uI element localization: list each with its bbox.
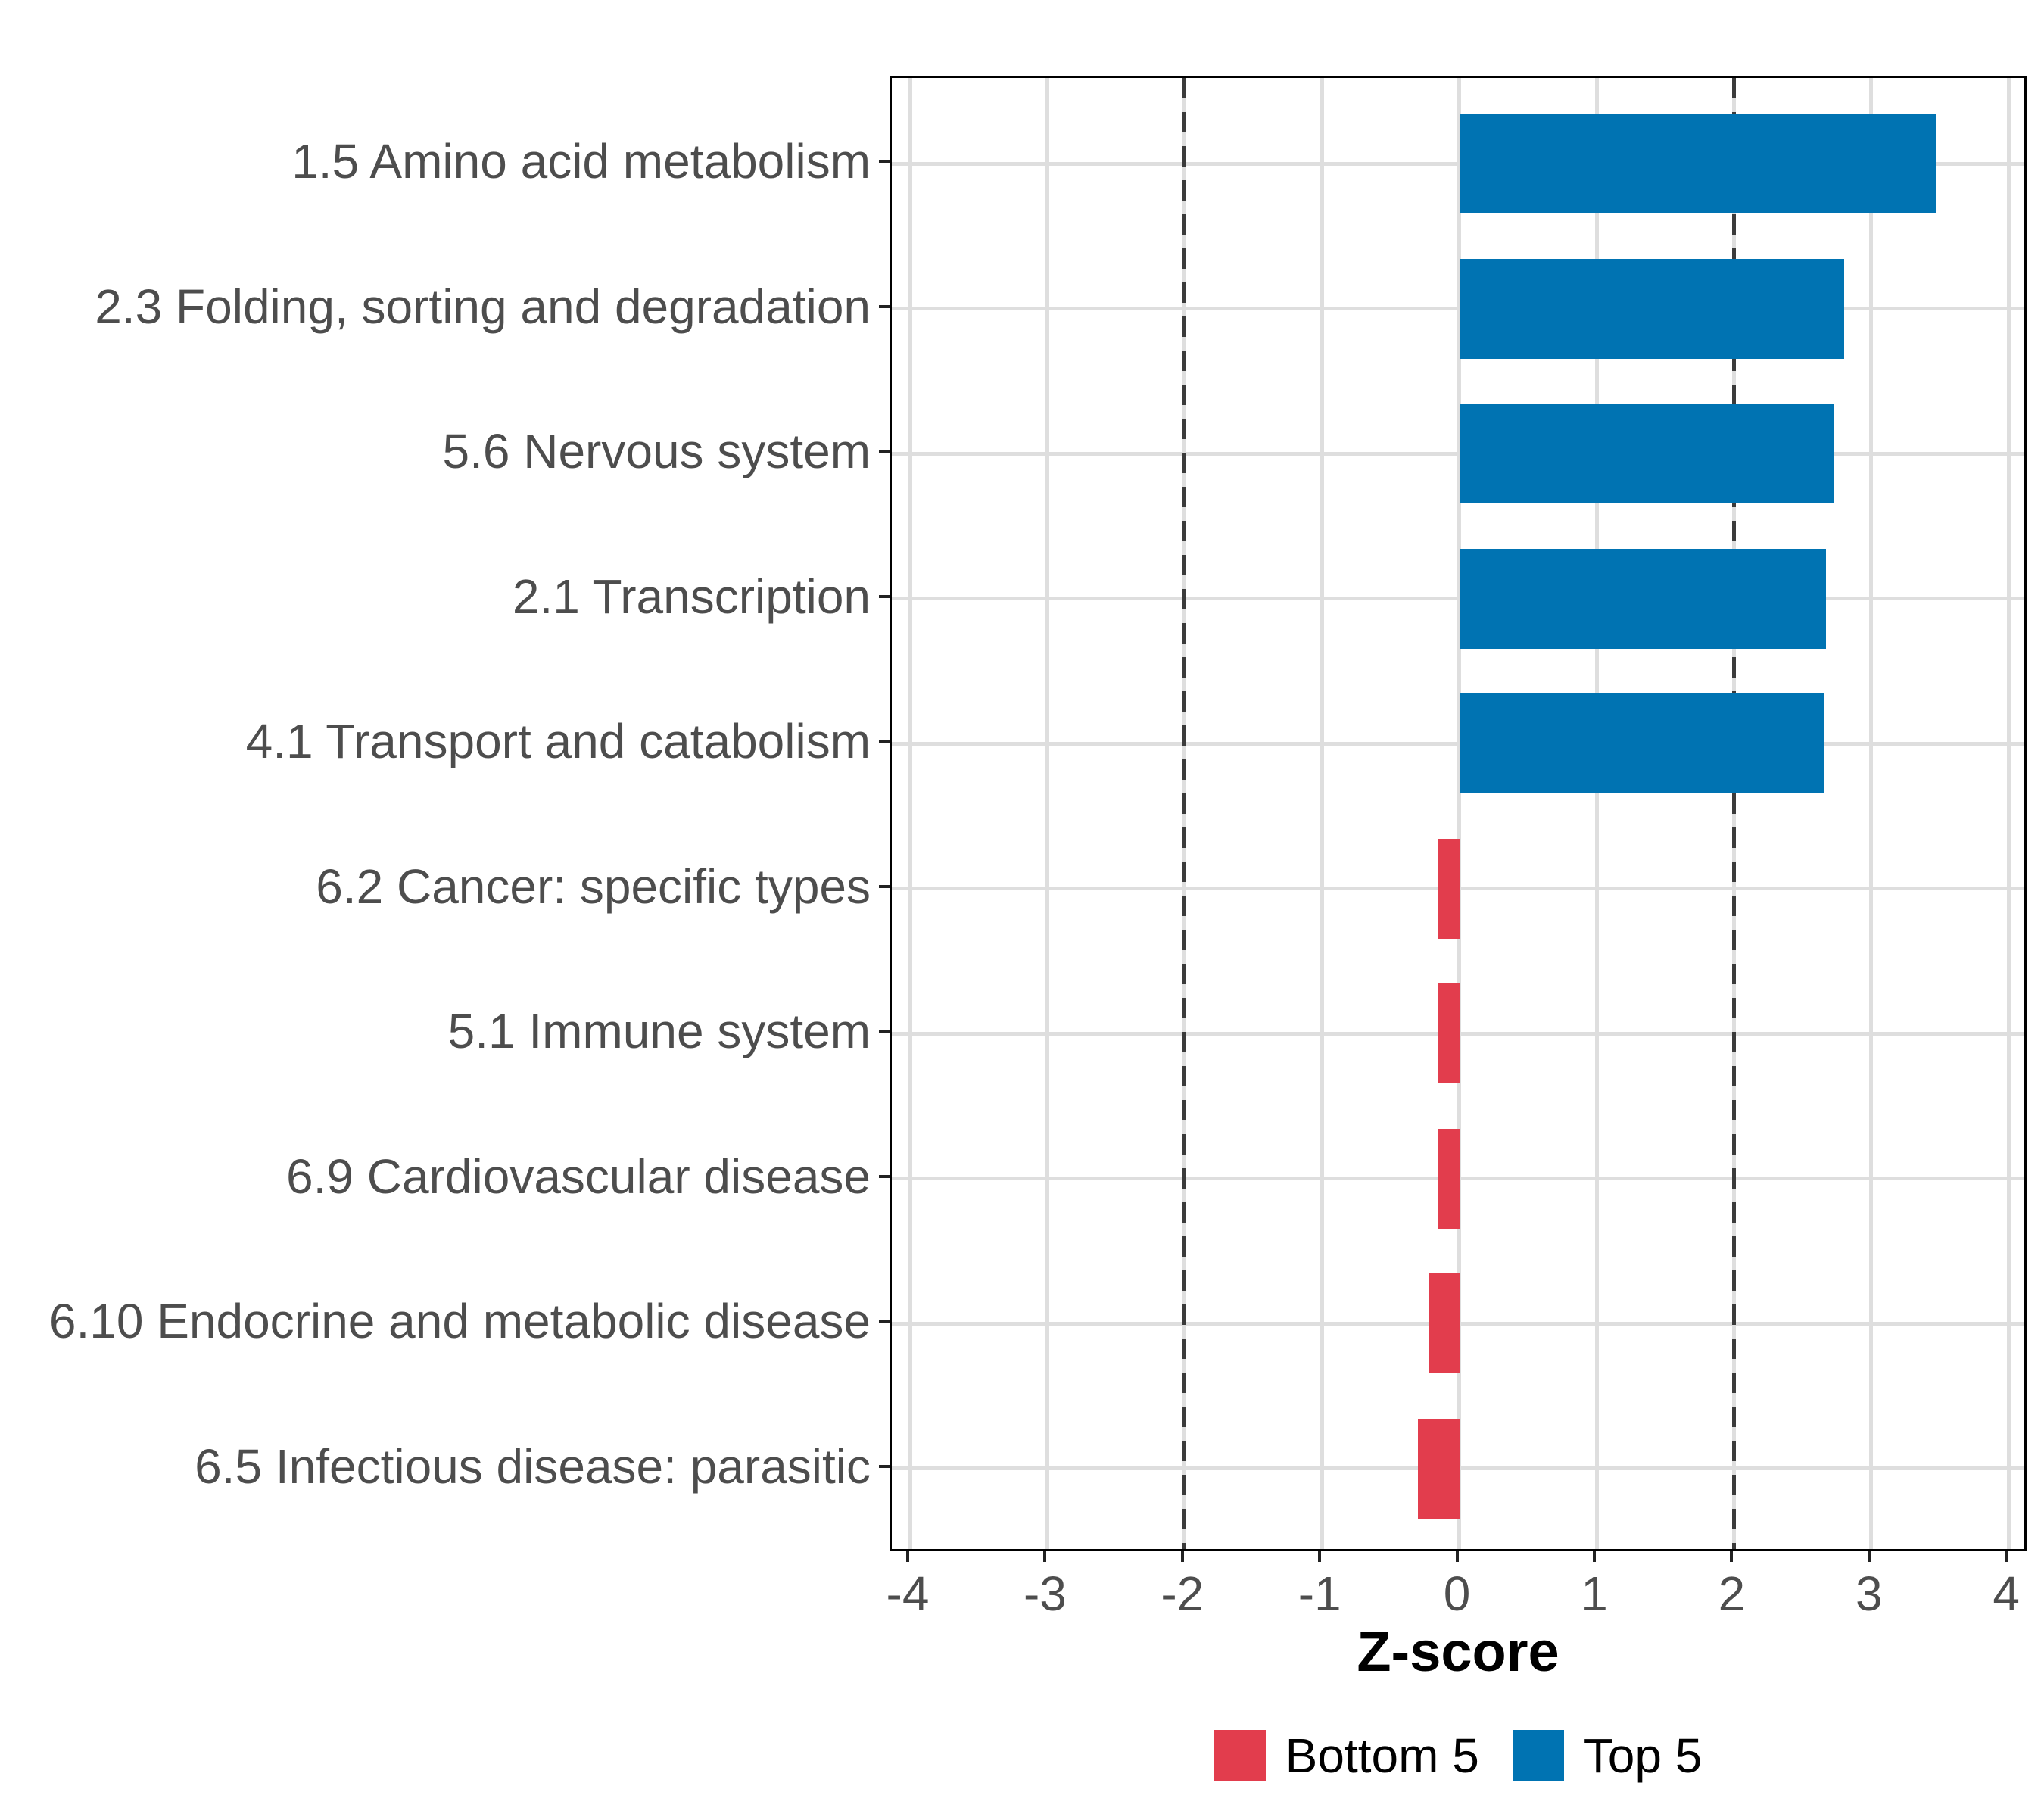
legend-item-bottom5: Bottom 5 <box>1214 1730 1479 1781</box>
x-gridline <box>1869 78 1874 1549</box>
threshold-line <box>1731 78 1736 1549</box>
legend-item-top5: Top 5 <box>1512 1728 1703 1783</box>
x-tick-mark <box>1318 1551 1322 1562</box>
y-tick-mark <box>879 594 890 598</box>
threshold-line <box>1182 78 1187 1549</box>
y-tick-mark <box>879 884 890 888</box>
legend-swatch-top5 <box>1512 1730 1564 1781</box>
x-gridline <box>908 78 912 1549</box>
x-tick-label: 1 <box>1581 1566 1608 1621</box>
y-tick-mark <box>879 740 890 743</box>
x-tick-label: 4 <box>1993 1566 2020 1621</box>
y-gridline <box>892 307 2024 311</box>
x-tick-mark <box>1180 1551 1184 1562</box>
x-gridline <box>1457 78 1462 1549</box>
y-tick-mark <box>879 1320 890 1323</box>
category-label: 2.3 Folding, sorting and degradation <box>95 279 871 334</box>
category-label: 6.9 Cardiovascular disease <box>286 1148 871 1204</box>
category-label: 5.1 Immune system <box>447 1004 871 1059</box>
x-tick-mark <box>1867 1551 1871 1562</box>
x-gridline <box>2006 78 2011 1549</box>
x-tick-label: 3 <box>1855 1566 1883 1621</box>
bar-bottom5 <box>1438 983 1460 1084</box>
category-label: 6.2 Cancer: specific types <box>316 859 871 914</box>
y-tick-mark <box>879 1030 890 1033</box>
bar-bottom5 <box>1429 1273 1460 1374</box>
legend-label-top5: Top 5 <box>1583 1728 1703 1783</box>
x-gridline <box>1594 78 1599 1549</box>
bar-bottom5 <box>1438 838 1460 939</box>
legend-swatch-bottom5 <box>1214 1730 1266 1781</box>
bar-top5 <box>1459 404 1834 504</box>
y-gridline <box>892 741 2024 746</box>
x-tick-mark <box>1455 1551 1459 1562</box>
category-label: 6.10 Endocrine and metabolic disease <box>48 1294 871 1349</box>
x-tick-label: -3 <box>1023 1566 1067 1621</box>
x-tick-label: -1 <box>1298 1566 1341 1621</box>
category-label: 4.1 Transport and catabolism <box>245 714 871 769</box>
x-gridline <box>1045 78 1049 1549</box>
x-tick-mark <box>1593 1551 1596 1562</box>
x-tick-mark <box>2005 1551 2008 1562</box>
bar-bottom5 <box>1418 1418 1460 1519</box>
y-gridline <box>892 451 2024 456</box>
bar-top5 <box>1459 548 1826 649</box>
bar-top5 <box>1459 258 1844 359</box>
x-tick-mark <box>1043 1551 1047 1562</box>
x-tick-label: -4 <box>886 1566 930 1621</box>
y-tick-mark <box>879 304 890 308</box>
x-tick-label: 2 <box>1718 1566 1746 1621</box>
category-label: 1.5 Amino acid metabolism <box>291 134 871 189</box>
y-tick-mark <box>879 160 890 163</box>
y-tick-mark <box>879 450 890 453</box>
x-tick-label: 0 <box>1443 1566 1471 1621</box>
legend: Bottom 5 Top 5 <box>890 1727 2027 1784</box>
bar-bottom5 <box>1437 1128 1460 1229</box>
category-label: 6.5 Infectious disease: parasitic <box>195 1438 871 1494</box>
y-tick-mark <box>879 1464 890 1468</box>
bar-top5 <box>1459 114 1937 213</box>
y-tick-mark <box>879 1174 890 1178</box>
x-tick-mark <box>906 1551 909 1562</box>
legend-label-bottom5: Bottom 5 <box>1285 1728 1479 1783</box>
plot-panel <box>890 76 2027 1551</box>
x-gridline <box>1320 78 1324 1549</box>
bar-top5 <box>1459 693 1825 794</box>
category-label: 5.6 Nervous system <box>442 424 871 479</box>
y-gridline <box>892 597 2024 601</box>
x-axis-title: Z-score <box>1357 1620 1559 1683</box>
x-tick-mark <box>1730 1551 1734 1562</box>
category-label: 2.1 Transcription <box>512 569 871 624</box>
x-tick-label: -2 <box>1161 1566 1204 1621</box>
y-gridline <box>892 161 2024 166</box>
